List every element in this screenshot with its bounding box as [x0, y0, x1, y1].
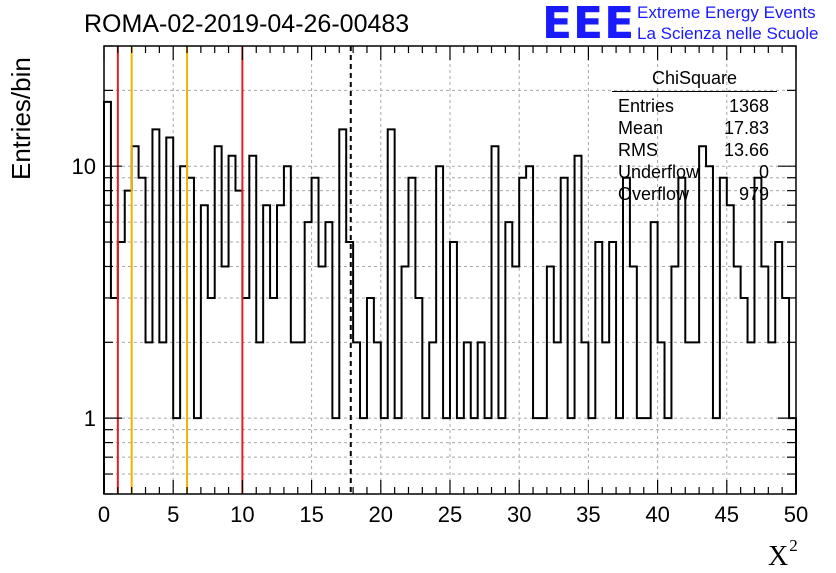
stats-row-mean: Mean 17.83	[612, 117, 777, 139]
histogram-bin	[761, 266, 768, 494]
x-tick-label: 25	[438, 502, 462, 527]
histogram-bin	[284, 166, 291, 494]
histogram-outline	[103, 100, 797, 494]
histogram-bin	[229, 156, 236, 494]
stats-label: Mean	[618, 118, 664, 138]
histogram-bin	[609, 242, 616, 494]
stats-row-underflow: Underflow 0	[612, 161, 777, 183]
x-tick-label: 40	[645, 502, 669, 527]
histogram-bin	[312, 178, 319, 494]
histogram-bin	[388, 129, 395, 494]
stats-label: RMS	[618, 140, 658, 160]
eee-logo-line2: La Scienza nelle Scuole	[637, 24, 819, 43]
histogram-bin	[754, 178, 761, 494]
histogram-bin	[547, 266, 554, 494]
stats-label: Overflow	[618, 184, 690, 204]
stats-row-overflow: Overflow 979	[612, 183, 777, 205]
histogram-bin	[519, 178, 526, 494]
histogram-title: ROMA-02-2019-04-26-00483	[84, 10, 410, 38]
histogram-bin	[152, 129, 159, 494]
histogram-bin	[187, 178, 194, 494]
histogram-bin	[346, 242, 353, 494]
histogram-bin	[526, 166, 533, 494]
y-tick-label: 10	[72, 154, 96, 179]
histogram-bin	[180, 166, 187, 494]
stats-title: ChiSquare	[612, 68, 777, 92]
histogram-bin	[201, 205, 208, 494]
histogram-bin	[450, 242, 457, 494]
stats-value: 17.83	[723, 118, 769, 138]
histogram-bin	[651, 222, 658, 494]
histogram-bin	[595, 242, 602, 494]
histogram-bin	[242, 298, 249, 494]
stats-label: Entries	[618, 96, 675, 116]
stats-row-entries: Entries 1368	[612, 95, 777, 117]
x-tick-label: 10	[230, 502, 254, 527]
histogram-bin	[408, 178, 415, 494]
histogram-bin	[671, 266, 678, 494]
x-tick-label: 15	[299, 502, 323, 527]
histogram-bin	[436, 166, 443, 494]
histogram-bin	[263, 205, 270, 494]
histogram-bin	[277, 205, 284, 494]
histogram-bin	[575, 156, 582, 494]
histogram-bin	[367, 298, 374, 494]
histogram-bin	[305, 222, 312, 494]
histogram-bin	[623, 178, 630, 494]
x-tick-label: 45	[715, 502, 739, 527]
histogram-bin	[270, 298, 277, 494]
stats-box: ChiSquare Entries 1368 Mean 17.83 RMS 13…	[612, 68, 777, 205]
x-axis-label: X2	[768, 536, 798, 572]
histogram-bin	[249, 156, 256, 494]
x-tick-label: 30	[507, 502, 531, 527]
histogram-bin	[132, 146, 139, 494]
histogram-bin	[215, 146, 222, 494]
histogram-bin	[339, 129, 346, 494]
histogram-bin	[222, 266, 229, 494]
x-tick-label: 50	[784, 502, 808, 527]
histogram-bin	[402, 266, 409, 494]
x-tick-label: 20	[369, 502, 393, 527]
histogram-bin	[706, 166, 713, 494]
stats-row-rms: RMS 13.66	[612, 139, 777, 161]
histogram-bin	[561, 178, 568, 494]
histogram-bin	[118, 242, 125, 494]
histogram-bin	[111, 298, 118, 494]
y-axis-label: Entries/bin	[6, 57, 36, 180]
eee-logo-line1: Extreme Energy Events	[637, 3, 816, 22]
stats-value: 0	[758, 162, 769, 182]
histogram-bin	[505, 222, 512, 494]
stats-label: Underflow	[618, 162, 700, 182]
histogram-bin	[734, 266, 741, 494]
histogram-bin	[512, 266, 519, 494]
histogram-bin	[720, 178, 727, 494]
histogram-bin	[727, 205, 734, 494]
histogram-bin	[775, 242, 782, 494]
histogram-bin	[208, 298, 215, 494]
histogram-bin	[415, 298, 422, 494]
eee-logo: EEE Extreme Energy Events La Scienza nel…	[542, 0, 818, 49]
stats-value: 1368	[728, 96, 769, 116]
x-tick-label: 0	[98, 502, 110, 527]
eee-logo-mark: EEE	[542, 0, 636, 49]
histogram-bin	[492, 146, 499, 494]
histogram-bin	[678, 178, 685, 494]
stats-value: 979	[738, 184, 769, 204]
histogram-bin	[782, 298, 789, 494]
x-tick-label: 35	[576, 502, 600, 527]
histogram-bin	[741, 298, 748, 494]
x-tick-label: 5	[167, 502, 179, 527]
y-tick-label: 1	[84, 406, 96, 431]
histogram-bin	[325, 222, 332, 494]
histogram-bin	[139, 178, 146, 494]
histogram-bin	[319, 266, 326, 494]
histogram-bin	[630, 266, 637, 494]
stats-value: 13.66	[723, 140, 769, 160]
